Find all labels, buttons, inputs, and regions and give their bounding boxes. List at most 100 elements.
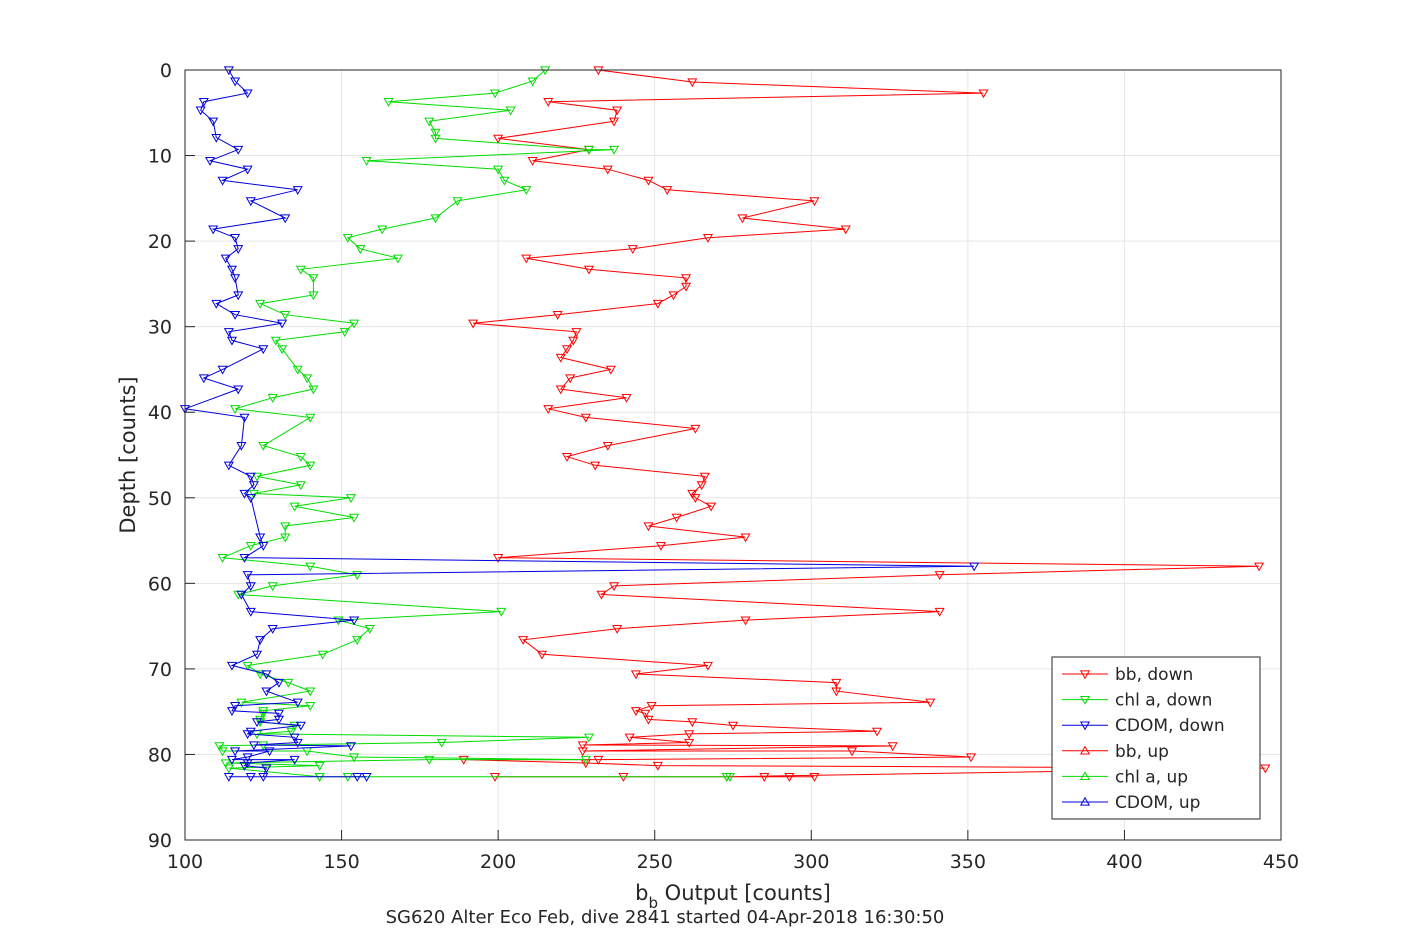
data-point [248, 489, 259, 499]
series-2 [179, 66, 980, 782]
x-axis-label: bb Output [counts] [635, 881, 831, 912]
data-point [727, 721, 739, 731]
data-point [934, 571, 945, 580]
data-point [223, 328, 234, 338]
data-point [286, 727, 297, 737]
data-point [280, 311, 291, 320]
data-point [680, 274, 692, 284]
data-point [208, 117, 219, 127]
data-point [342, 234, 353, 243]
legend-box [1051, 656, 1261, 820]
data-point [273, 709, 285, 719]
data-point [226, 661, 238, 671]
data-point [308, 274, 319, 284]
data-point [258, 707, 269, 717]
chart-caption: SG620 Alter Eco Feb, dive 2841 started 0… [386, 907, 945, 928]
y-tick-label: 50 [148, 488, 172, 510]
y-tick-label: 60 [148, 573, 172, 595]
data-point [706, 502, 717, 512]
data-point [493, 165, 504, 175]
data-point [251, 718, 263, 728]
legend-marker [1079, 771, 1091, 781]
data-point [831, 678, 842, 688]
data-point [655, 542, 667, 551]
data-point [489, 89, 501, 99]
data-point [261, 764, 272, 774]
data-point [223, 461, 234, 471]
data-point [204, 157, 216, 166]
data-point [627, 245, 638, 255]
data-point [292, 698, 303, 708]
data-point [245, 197, 256, 207]
data-point [255, 670, 266, 680]
data-point [277, 319, 288, 329]
data-point [230, 311, 241, 320]
data-point [230, 77, 241, 87]
data-point [305, 413, 316, 423]
data-point [552, 311, 563, 320]
data-point [424, 117, 435, 127]
data-point [978, 89, 989, 99]
data-point [226, 265, 238, 275]
data-point [339, 328, 350, 338]
data-point [561, 453, 573, 462]
data-point [245, 727, 256, 737]
legend: bb, down chl a, down CDOM, down bb, up chl a… [1051, 656, 1261, 820]
data-point [809, 197, 820, 207]
data-point [230, 702, 241, 711]
data-point [577, 741, 588, 751]
data-point [295, 721, 306, 731]
data-point [561, 345, 573, 355]
legend-marker [1079, 721, 1091, 731]
data-point [295, 481, 306, 491]
data-point [208, 225, 219, 235]
data-point [608, 145, 620, 155]
data-point [1260, 764, 1271, 774]
legend-marker [1079, 670, 1091, 680]
data-point [618, 773, 629, 782]
data-point [211, 299, 222, 309]
data-point [217, 747, 228, 757]
data-point [305, 562, 316, 572]
data-point [521, 186, 532, 195]
data-point [233, 145, 244, 155]
data-point [646, 702, 657, 711]
legend-entry: chl a, up [1115, 767, 1188, 787]
data-point [652, 299, 663, 309]
data-point [809, 773, 820, 782]
data-point [377, 225, 388, 235]
data-point [223, 764, 234, 774]
data-point [568, 336, 579, 346]
x-tick-label: 150 [323, 851, 359, 873]
data-point [352, 636, 363, 646]
data-point [640, 709, 651, 719]
data-point [605, 365, 616, 375]
data-point [555, 353, 566, 363]
y-tick-label: 80 [148, 744, 172, 766]
data-point [264, 747, 275, 757]
data-point [593, 755, 604, 765]
data-point [352, 773, 363, 782]
data-point [217, 365, 228, 375]
data-point [223, 773, 234, 782]
data-point [680, 282, 692, 292]
data-point [543, 405, 554, 415]
data-point [302, 374, 313, 384]
data-point [233, 385, 244, 395]
data-point [245, 773, 256, 782]
y-tick-label: 40 [148, 402, 172, 424]
data-point [226, 755, 238, 765]
data-point [349, 616, 360, 626]
data-point [242, 730, 253, 740]
data-point [230, 747, 241, 757]
legend-entry: bb, down [1115, 665, 1193, 685]
y-tick-label: 90 [148, 830, 172, 852]
data-point [518, 636, 529, 646]
data-point [245, 494, 256, 503]
data-point [220, 759, 231, 769]
data-point [251, 472, 263, 482]
data-point [258, 441, 269, 451]
data-point [624, 733, 635, 743]
data-point [621, 394, 632, 403]
